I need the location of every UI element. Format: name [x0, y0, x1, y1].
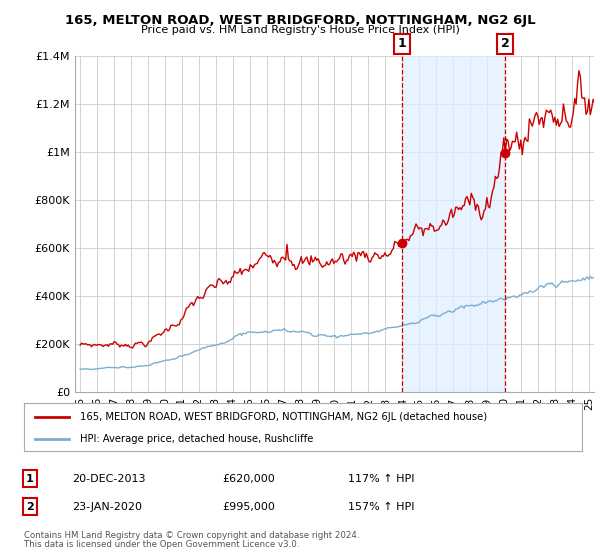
Text: 2: 2: [501, 38, 509, 50]
Text: 23-JAN-2020: 23-JAN-2020: [72, 502, 142, 512]
Text: £620,000: £620,000: [222, 474, 275, 484]
Text: 2: 2: [26, 502, 34, 512]
Text: This data is licensed under the Open Government Licence v3.0.: This data is licensed under the Open Gov…: [24, 540, 299, 549]
Text: Contains HM Land Registry data © Crown copyright and database right 2024.: Contains HM Land Registry data © Crown c…: [24, 531, 359, 540]
Text: 117% ↑ HPI: 117% ↑ HPI: [348, 474, 415, 484]
Text: 1: 1: [397, 38, 406, 50]
Text: 165, MELTON ROAD, WEST BRIDGFORD, NOTTINGHAM, NG2 6JL: 165, MELTON ROAD, WEST BRIDGFORD, NOTTIN…: [65, 14, 535, 27]
Bar: [402, 56, 505, 392]
Text: HPI: Average price, detached house, Rushcliffe: HPI: Average price, detached house, Rush…: [80, 434, 313, 444]
Text: 20-DEC-2013: 20-DEC-2013: [72, 474, 146, 484]
Text: 1: 1: [26, 474, 34, 484]
Text: £995,000: £995,000: [222, 502, 275, 512]
Text: Price paid vs. HM Land Registry's House Price Index (HPI): Price paid vs. HM Land Registry's House …: [140, 25, 460, 35]
Text: 165, MELTON ROAD, WEST BRIDGFORD, NOTTINGHAM, NG2 6JL (detached house): 165, MELTON ROAD, WEST BRIDGFORD, NOTTIN…: [80, 412, 487, 422]
Text: 157% ↑ HPI: 157% ↑ HPI: [348, 502, 415, 512]
